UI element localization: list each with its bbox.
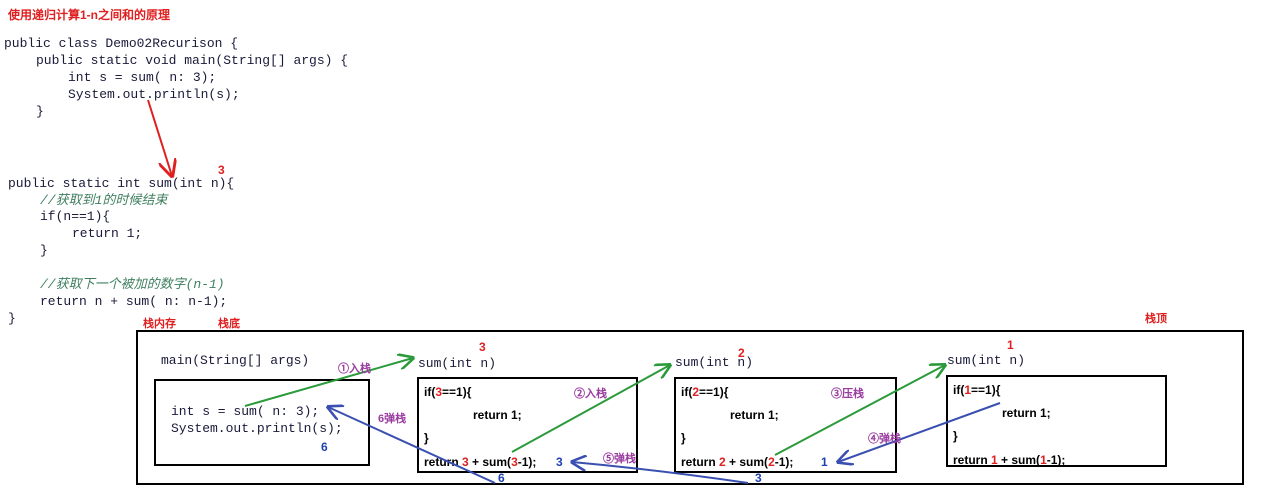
code-line: System.out.println(s);	[68, 87, 240, 102]
value: 3	[435, 385, 442, 399]
arrow	[244, 358, 413, 407]
code-line: }	[40, 243, 48, 258]
code-text: -1);	[775, 455, 794, 469]
stack-top-label: 栈顶	[1145, 311, 1167, 325]
frame-n: 1	[1007, 338, 1014, 352]
value: 3	[511, 455, 518, 469]
code-line: return 2 + sum(2-1);	[681, 455, 793, 469]
arrow-label: ⑤弹栈	[603, 451, 636, 465]
value: 1	[1040, 453, 1047, 467]
arrow	[147, 99, 172, 176]
code-text: + sum(	[469, 455, 511, 469]
frame-box	[674, 377, 897, 473]
arrow-label: ④弹栈	[868, 431, 901, 445]
result: 6	[321, 440, 328, 454]
title: 使用递归计算1-n之间和的原理	[7, 7, 170, 22]
result: 3	[556, 455, 563, 469]
code-line: if(2==1){	[681, 385, 729, 399]
code-line: public static void main(String[] args) {	[36, 53, 348, 68]
frame-n: 3	[479, 340, 486, 354]
code-line: int s = sum( n: 3);	[171, 404, 319, 419]
value: 1	[991, 453, 998, 467]
code-line: System.out.println(s);	[171, 421, 343, 436]
code-line: return 1 + sum(1-1);	[953, 453, 1065, 467]
code-text: if(	[953, 383, 964, 397]
frame-header: sum(int n)	[947, 353, 1025, 368]
code-text: -1);	[518, 455, 537, 469]
arrow-label: 6弹栈	[378, 411, 406, 425]
frame-box	[946, 375, 1167, 467]
main-code: public class Demo02Recurison { public st…	[4, 36, 348, 119]
value: 2	[692, 385, 699, 399]
value: 3	[462, 455, 469, 469]
comment: //获取到1的时候结束	[40, 193, 169, 208]
arrow	[774, 365, 945, 456]
code-text: return	[681, 455, 719, 469]
arrow	[511, 365, 670, 453]
annotation: 3	[218, 163, 225, 177]
value: 2	[768, 455, 775, 469]
arrow	[838, 402, 1001, 462]
code-line: }	[953, 429, 958, 443]
code-text: return	[953, 453, 991, 467]
code-line: return 1;	[730, 408, 779, 422]
value: 2	[719, 455, 726, 469]
code-text: + sum(	[726, 455, 768, 469]
code-text: -1);	[1047, 453, 1066, 467]
stack-bottom-label: 栈底	[218, 316, 240, 330]
arrow-label: ③压栈	[831, 386, 864, 400]
code-line: if(1==1){	[953, 383, 1001, 397]
code-line: if(3==1){	[424, 385, 472, 399]
code-line: return 1;	[473, 408, 522, 422]
stack-label: 栈内存	[143, 316, 176, 330]
code-line: public class Demo02Recurison {	[4, 36, 238, 51]
code-line: return n + sum( n: n-1);	[40, 294, 227, 309]
code-text: ==1){	[699, 385, 729, 399]
code-text: + sum(	[998, 453, 1040, 467]
frame-header: main(String[] args)	[161, 353, 309, 368]
code-text: return	[424, 455, 462, 469]
code-text: if(	[681, 385, 692, 399]
code-line: }	[8, 311, 16, 326]
comment: //获取下一个被加的数字(n-1)	[40, 276, 225, 292]
code-line: if(n==1){	[40, 209, 110, 224]
code-line: return 1;	[1002, 406, 1051, 420]
stack-box	[136, 330, 1244, 485]
frame-box	[154, 379, 370, 466]
arrow-value: 6	[498, 471, 505, 485]
frame-n: 2	[738, 346, 745, 360]
code-line: return 1;	[72, 226, 142, 241]
code-line: return 3 + sum(3-1);	[424, 455, 536, 469]
arrow	[328, 407, 496, 484]
code-text: if(	[424, 385, 435, 399]
code-text: ==1){	[971, 383, 1001, 397]
code-text: ==1){	[442, 385, 472, 399]
result: 1	[821, 455, 828, 469]
arrow-label: ①入栈	[338, 361, 371, 375]
frame-header: sum(int n)	[675, 355, 753, 370]
code-line: public static int sum(int n){	[8, 176, 234, 191]
frame-header: sum(int n)	[418, 356, 496, 371]
code-line: }	[424, 431, 429, 445]
frame-box	[417, 377, 638, 473]
code-line: }	[36, 104, 44, 119]
arrow-value: 3	[755, 471, 762, 485]
value: 1	[964, 383, 971, 397]
code-line: }	[681, 431, 686, 445]
code-line: int s = sum( n: 3);	[68, 70, 216, 85]
arrow	[572, 462, 749, 484]
arrow-label: ②入栈	[574, 386, 607, 400]
sum-code: public static int sum(int n){ //获取到1的时候结…	[8, 176, 234, 326]
